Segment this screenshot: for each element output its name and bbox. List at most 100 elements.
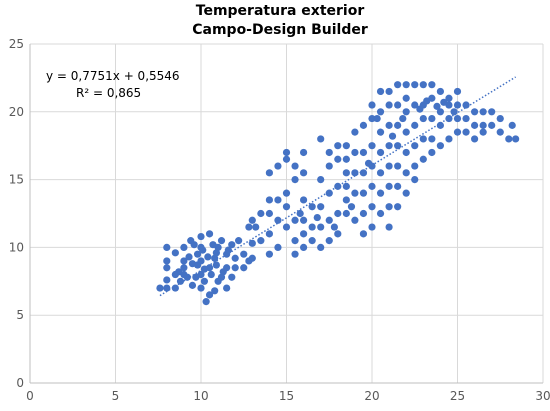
data-point — [183, 273, 191, 281]
data-point — [419, 135, 427, 143]
data-point — [385, 142, 393, 150]
data-point — [282, 155, 291, 163]
data-point — [163, 284, 171, 292]
data-point — [394, 162, 402, 170]
data-point — [240, 264, 248, 272]
data-point — [376, 108, 385, 116]
data-point — [175, 268, 183, 276]
data-point — [313, 213, 321, 222]
data-point — [351, 128, 359, 136]
data-point — [342, 209, 350, 218]
data-point — [231, 254, 239, 262]
data-point — [411, 176, 419, 184]
x-tick-label: 30 — [535, 389, 550, 403]
data-point — [291, 237, 299, 245]
data-point — [471, 135, 479, 143]
data-point — [325, 162, 333, 170]
data-point — [274, 196, 282, 204]
data-point — [317, 135, 325, 143]
data-point — [248, 216, 256, 224]
data-point — [411, 101, 419, 109]
data-point — [453, 114, 462, 123]
data-point — [197, 232, 205, 241]
data-point — [402, 128, 410, 136]
data-point — [342, 182, 350, 190]
data-point — [402, 108, 410, 116]
data-point — [368, 223, 376, 231]
data-point — [235, 237, 243, 245]
data-point — [291, 216, 299, 224]
data-point — [188, 281, 197, 289]
data-point — [207, 270, 215, 279]
trendline — [159, 76, 517, 297]
data-point — [411, 121, 419, 129]
data-point — [334, 230, 342, 238]
data-point — [300, 196, 308, 204]
data-point — [373, 114, 381, 123]
data-point — [212, 261, 220, 269]
chart-title-line-2: Campo-Design Builder — [192, 22, 368, 38]
data-point — [385, 182, 393, 190]
data-point — [325, 237, 333, 245]
data-point — [385, 203, 393, 211]
data-point — [171, 249, 179, 257]
data-point — [359, 209, 368, 218]
axes: 0 5 10 15 20 25 0 5 10 15 20 25 30 — [9, 37, 550, 403]
data-point — [496, 128, 504, 136]
data-point — [257, 237, 265, 245]
y-tick-label: 0 — [16, 376, 24, 390]
data-point — [462, 114, 470, 123]
data-point — [205, 291, 214, 299]
data-point — [217, 273, 226, 281]
data-point — [223, 284, 231, 292]
trendline-equation: y = 0,7751x + 0,5546 — [46, 69, 180, 83]
data-point — [265, 169, 273, 177]
data-point — [453, 128, 462, 136]
x-tick-label: 0 — [26, 389, 34, 403]
data-point — [419, 81, 427, 89]
data-point — [445, 135, 453, 143]
data-point — [479, 121, 487, 129]
data-point — [376, 87, 385, 96]
data-point — [385, 162, 393, 170]
trendline-r-squared: R² = 0,865 — [76, 86, 141, 100]
data-point — [428, 135, 436, 143]
data-point — [325, 216, 333, 224]
data-point — [265, 250, 273, 258]
data-point — [368, 203, 376, 211]
data-point — [219, 268, 227, 276]
data-point — [351, 169, 359, 177]
data-point — [185, 253, 193, 261]
data-point — [419, 114, 427, 123]
data-point — [308, 203, 316, 211]
data-point — [274, 243, 282, 251]
data-point — [282, 148, 291, 157]
data-point — [402, 169, 410, 177]
data-point — [428, 81, 436, 89]
data-point — [368, 101, 376, 109]
data-point — [176, 277, 185, 285]
data-point — [428, 148, 436, 157]
data-point — [163, 243, 171, 251]
data-point — [200, 277, 209, 285]
data-point — [209, 241, 217, 249]
data-point — [180, 243, 188, 251]
data-point — [376, 148, 385, 157]
data-point — [199, 246, 207, 254]
data-point — [291, 250, 299, 258]
data-point — [416, 105, 424, 113]
data-point — [342, 196, 350, 204]
data-point — [257, 209, 265, 218]
data-point — [399, 114, 407, 123]
data-point — [351, 148, 359, 157]
data-point — [450, 108, 458, 116]
data-point — [202, 298, 210, 306]
data-point — [436, 108, 444, 116]
data-point — [163, 264, 171, 272]
data-point — [300, 230, 308, 238]
data-point — [317, 223, 325, 231]
data-point — [180, 264, 188, 272]
data-point — [376, 189, 385, 197]
data-point — [228, 241, 236, 249]
